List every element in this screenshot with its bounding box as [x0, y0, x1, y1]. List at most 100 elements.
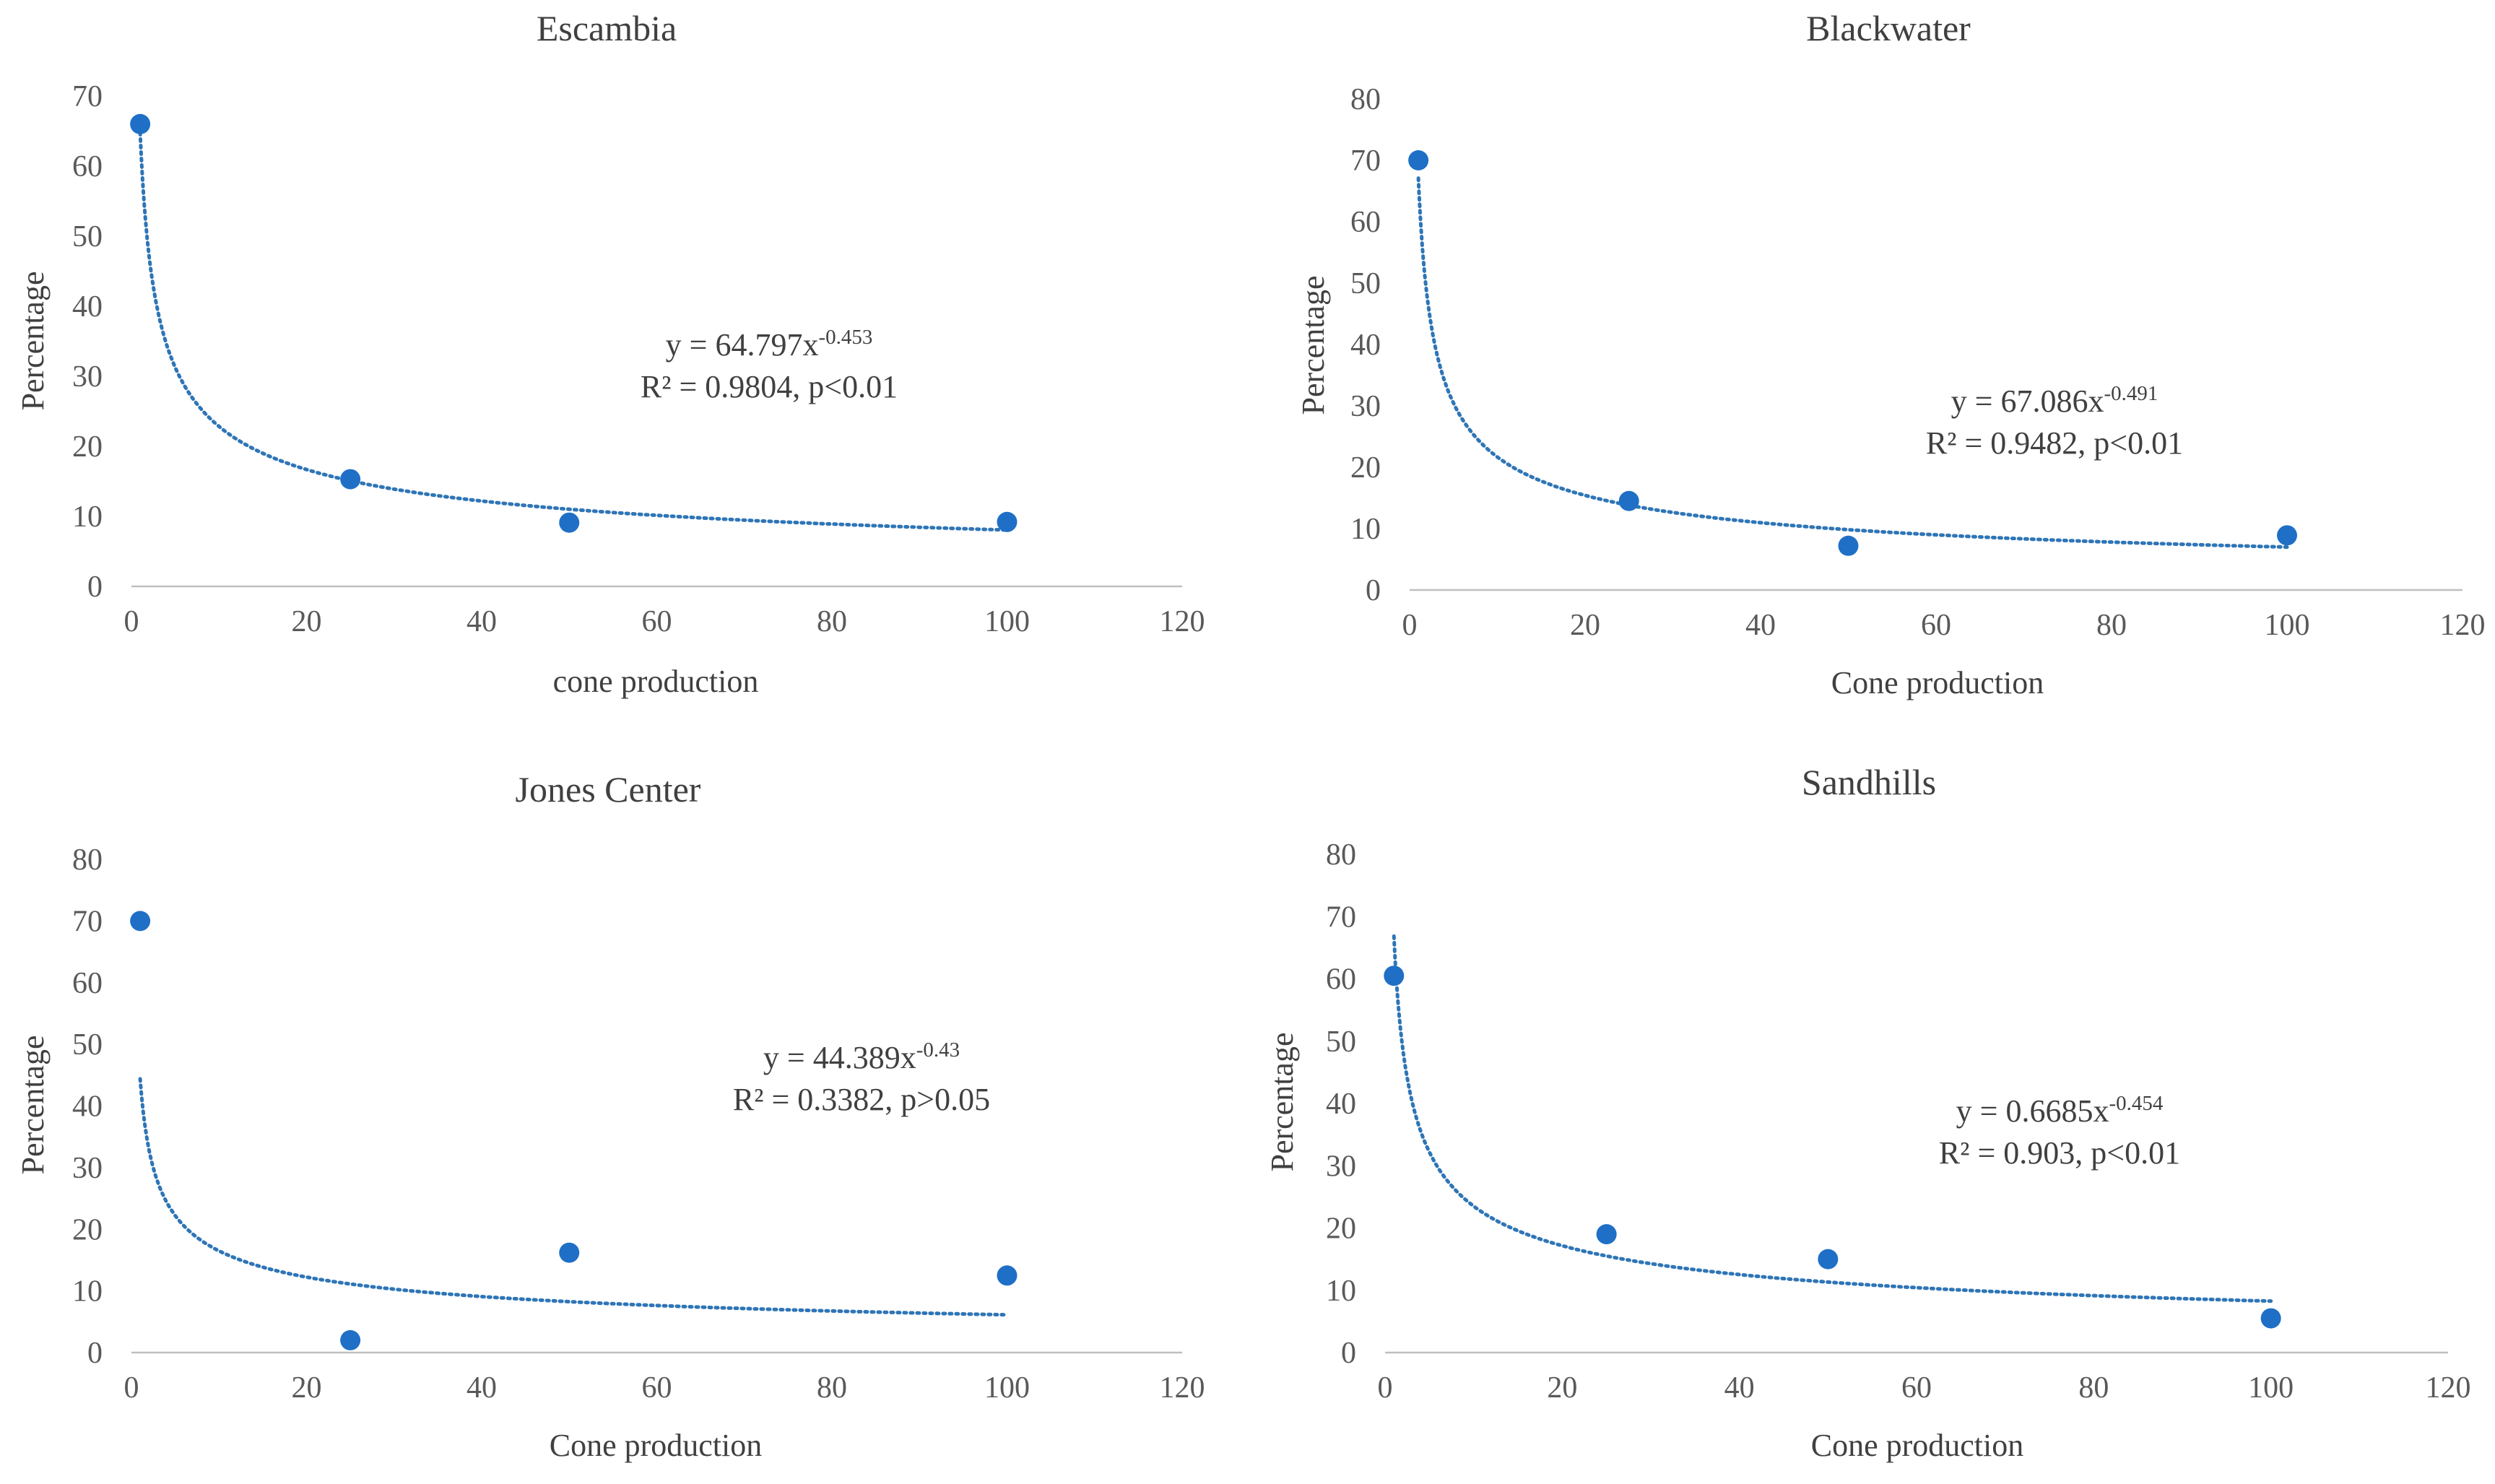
y-axis-label: Percentage: [1296, 276, 1331, 415]
chart-escambia: Escambia 0 10 20 30 40 50 60 70 0 20 40 60 80 100 120…: [15, 8, 1205, 699]
power-trendline: [1416, 176, 2289, 550]
x-tick-label: 80: [817, 1371, 847, 1405]
x-tick-label: 100: [2248, 1371, 2294, 1405]
y-tick-label: 80: [1350, 83, 1381, 116]
y-tick-label: 40: [72, 290, 103, 324]
y-tick-labels: 0 10 20 30 40 50 60 70 80: [1326, 838, 1356, 1370]
x-tick-label: 120: [1160, 605, 1205, 638]
x-axis-label: Cone production: [1811, 1428, 2024, 1463]
y-tick-label: 0: [1341, 1337, 1356, 1370]
y-tick-label: 0: [87, 570, 103, 604]
equation-base: y = 67.086x: [1951, 383, 2104, 419]
equation-exponent: -0.43: [916, 1038, 960, 1062]
data-point: [1818, 1249, 1839, 1270]
data-point: [1384, 966, 1405, 986]
trendline-equation: y = 0.6685x-0.454: [1956, 1092, 2164, 1129]
y-tick-label: 50: [72, 1028, 103, 1062]
x-tick-label: 40: [467, 1371, 497, 1405]
x-tick-label: 40: [1745, 609, 1776, 642]
x-tick-label: 80: [2078, 1371, 2109, 1405]
equation-exponent: -0.491: [2104, 382, 2158, 405]
data-point: [2277, 525, 2297, 546]
x-tick-label: 100: [2265, 609, 2310, 642]
chart-title: Blackwater: [1806, 8, 1971, 48]
x-tick-label: 20: [1570, 609, 1600, 642]
power-trendline: [138, 131, 1009, 532]
x-tick-label: 20: [1547, 1371, 1577, 1405]
data-points: [130, 911, 1017, 1350]
data-points: [1384, 966, 2281, 1329]
y-tick-label: 20: [72, 430, 103, 464]
x-tick-label: 60: [1921, 609, 1951, 642]
data-point: [340, 469, 361, 490]
y-tick-label: 50: [1326, 1025, 1356, 1059]
equation-exponent: -0.453: [818, 326, 872, 349]
x-axis-label: Cone production: [550, 1428, 763, 1463]
x-tick-label: 100: [984, 605, 1030, 638]
x-tick-label: 20: [292, 1371, 322, 1405]
x-tick-label: 0: [1378, 1371, 1393, 1405]
y-tick-label: 80: [1326, 838, 1356, 872]
chart-jones-center: Jones Center 0 10 20 30 40 50 60 70 80 0 20 40 60 80…: [15, 769, 1205, 1463]
chart-blackwater: Blackwater 0 10 20 30 40 50 60 70 80 0 20 40 60 80 10…: [1296, 8, 2486, 700]
trendline-equation: y = 67.086x-0.491: [1951, 382, 2158, 419]
x-tick-label: 40: [467, 605, 497, 638]
power-trendline: [1392, 934, 2273, 1303]
y-tick-label: 20: [1326, 1212, 1356, 1246]
x-tick-labels: 0 20 40 60 80 100 120: [1378, 1371, 2471, 1405]
power-trendline: [138, 1077, 1009, 1317]
x-tick-label: 60: [642, 1371, 672, 1405]
y-tick-label: 10: [1326, 1275, 1356, 1308]
trendline-equation: y = 44.389x-0.43: [763, 1038, 960, 1075]
y-axis-label: Percentage: [1264, 1033, 1300, 1172]
trendline-equation: y = 64.797x-0.453: [666, 326, 873, 363]
y-tick-label: 30: [1326, 1150, 1356, 1183]
x-tick-labels: 0 20 40 60 80 100 120: [1402, 609, 2486, 642]
x-tick-label: 100: [984, 1371, 1030, 1405]
data-points: [130, 113, 1017, 533]
x-tick-label: 40: [1724, 1371, 1755, 1405]
y-tick-label: 30: [72, 360, 103, 394]
y-tick-label: 40: [1350, 329, 1381, 362]
data-point: [997, 1265, 1017, 1286]
x-tick-label: 0: [124, 1371, 139, 1405]
x-tick-label: 80: [817, 605, 847, 638]
y-tick-label: 50: [72, 220, 103, 253]
x-axis-label: Cone production: [1831, 665, 2044, 700]
x-tick-label: 0: [1402, 609, 1418, 642]
y-tick-labels: 0 10 20 30 40 50 60 70: [72, 80, 103, 604]
chart-sandhills: Sandhills 0 10 20 30 40 50 60 70 80 0 20 40 60 80 100…: [1264, 762, 2471, 1463]
trendline-stats: R² = 0.3382, p>0.05: [733, 1082, 990, 1117]
x-tick-label: 0: [124, 605, 139, 638]
y-tick-label: 70: [72, 905, 103, 938]
y-axis-label: Percentage: [15, 1036, 51, 1175]
data-point: [1408, 150, 1429, 170]
y-tick-label: 70: [1326, 901, 1356, 934]
y-tick-label: 50: [1350, 267, 1381, 300]
x-tick-label: 120: [1160, 1371, 1205, 1405]
data-point: [559, 512, 580, 533]
y-tick-label: 60: [1326, 963, 1356, 997]
data-point: [559, 1242, 580, 1263]
data-points: [1408, 150, 2297, 556]
trendline-stats: R² = 0.9804, p<0.01: [641, 369, 898, 404]
chart-title: Jones Center: [516, 769, 701, 810]
y-axis-label: Percentage: [15, 272, 51, 411]
y-tick-labels: 0 10 20 30 40 50 60 70 80: [1350, 83, 1381, 607]
y-tick-label: 0: [1366, 574, 1381, 607]
y-tick-label: 10: [72, 500, 103, 534]
y-tick-label: 60: [72, 967, 103, 1000]
equation-base: y = 44.389x: [763, 1040, 916, 1075]
y-tick-label: 10: [1350, 513, 1381, 546]
x-tick-label: 60: [642, 605, 672, 638]
y-tick-label: 20: [1350, 451, 1381, 485]
data-point: [1618, 490, 1639, 511]
y-tick-label: 60: [72, 150, 103, 183]
data-point: [340, 1329, 361, 1350]
y-tick-label: 10: [72, 1275, 103, 1309]
x-tick-labels: 0 20 40 60 80 100 120: [124, 1371, 1205, 1405]
data-point: [2260, 1308, 2281, 1329]
y-tick-label: 60: [1350, 206, 1381, 239]
data-point: [130, 113, 151, 134]
